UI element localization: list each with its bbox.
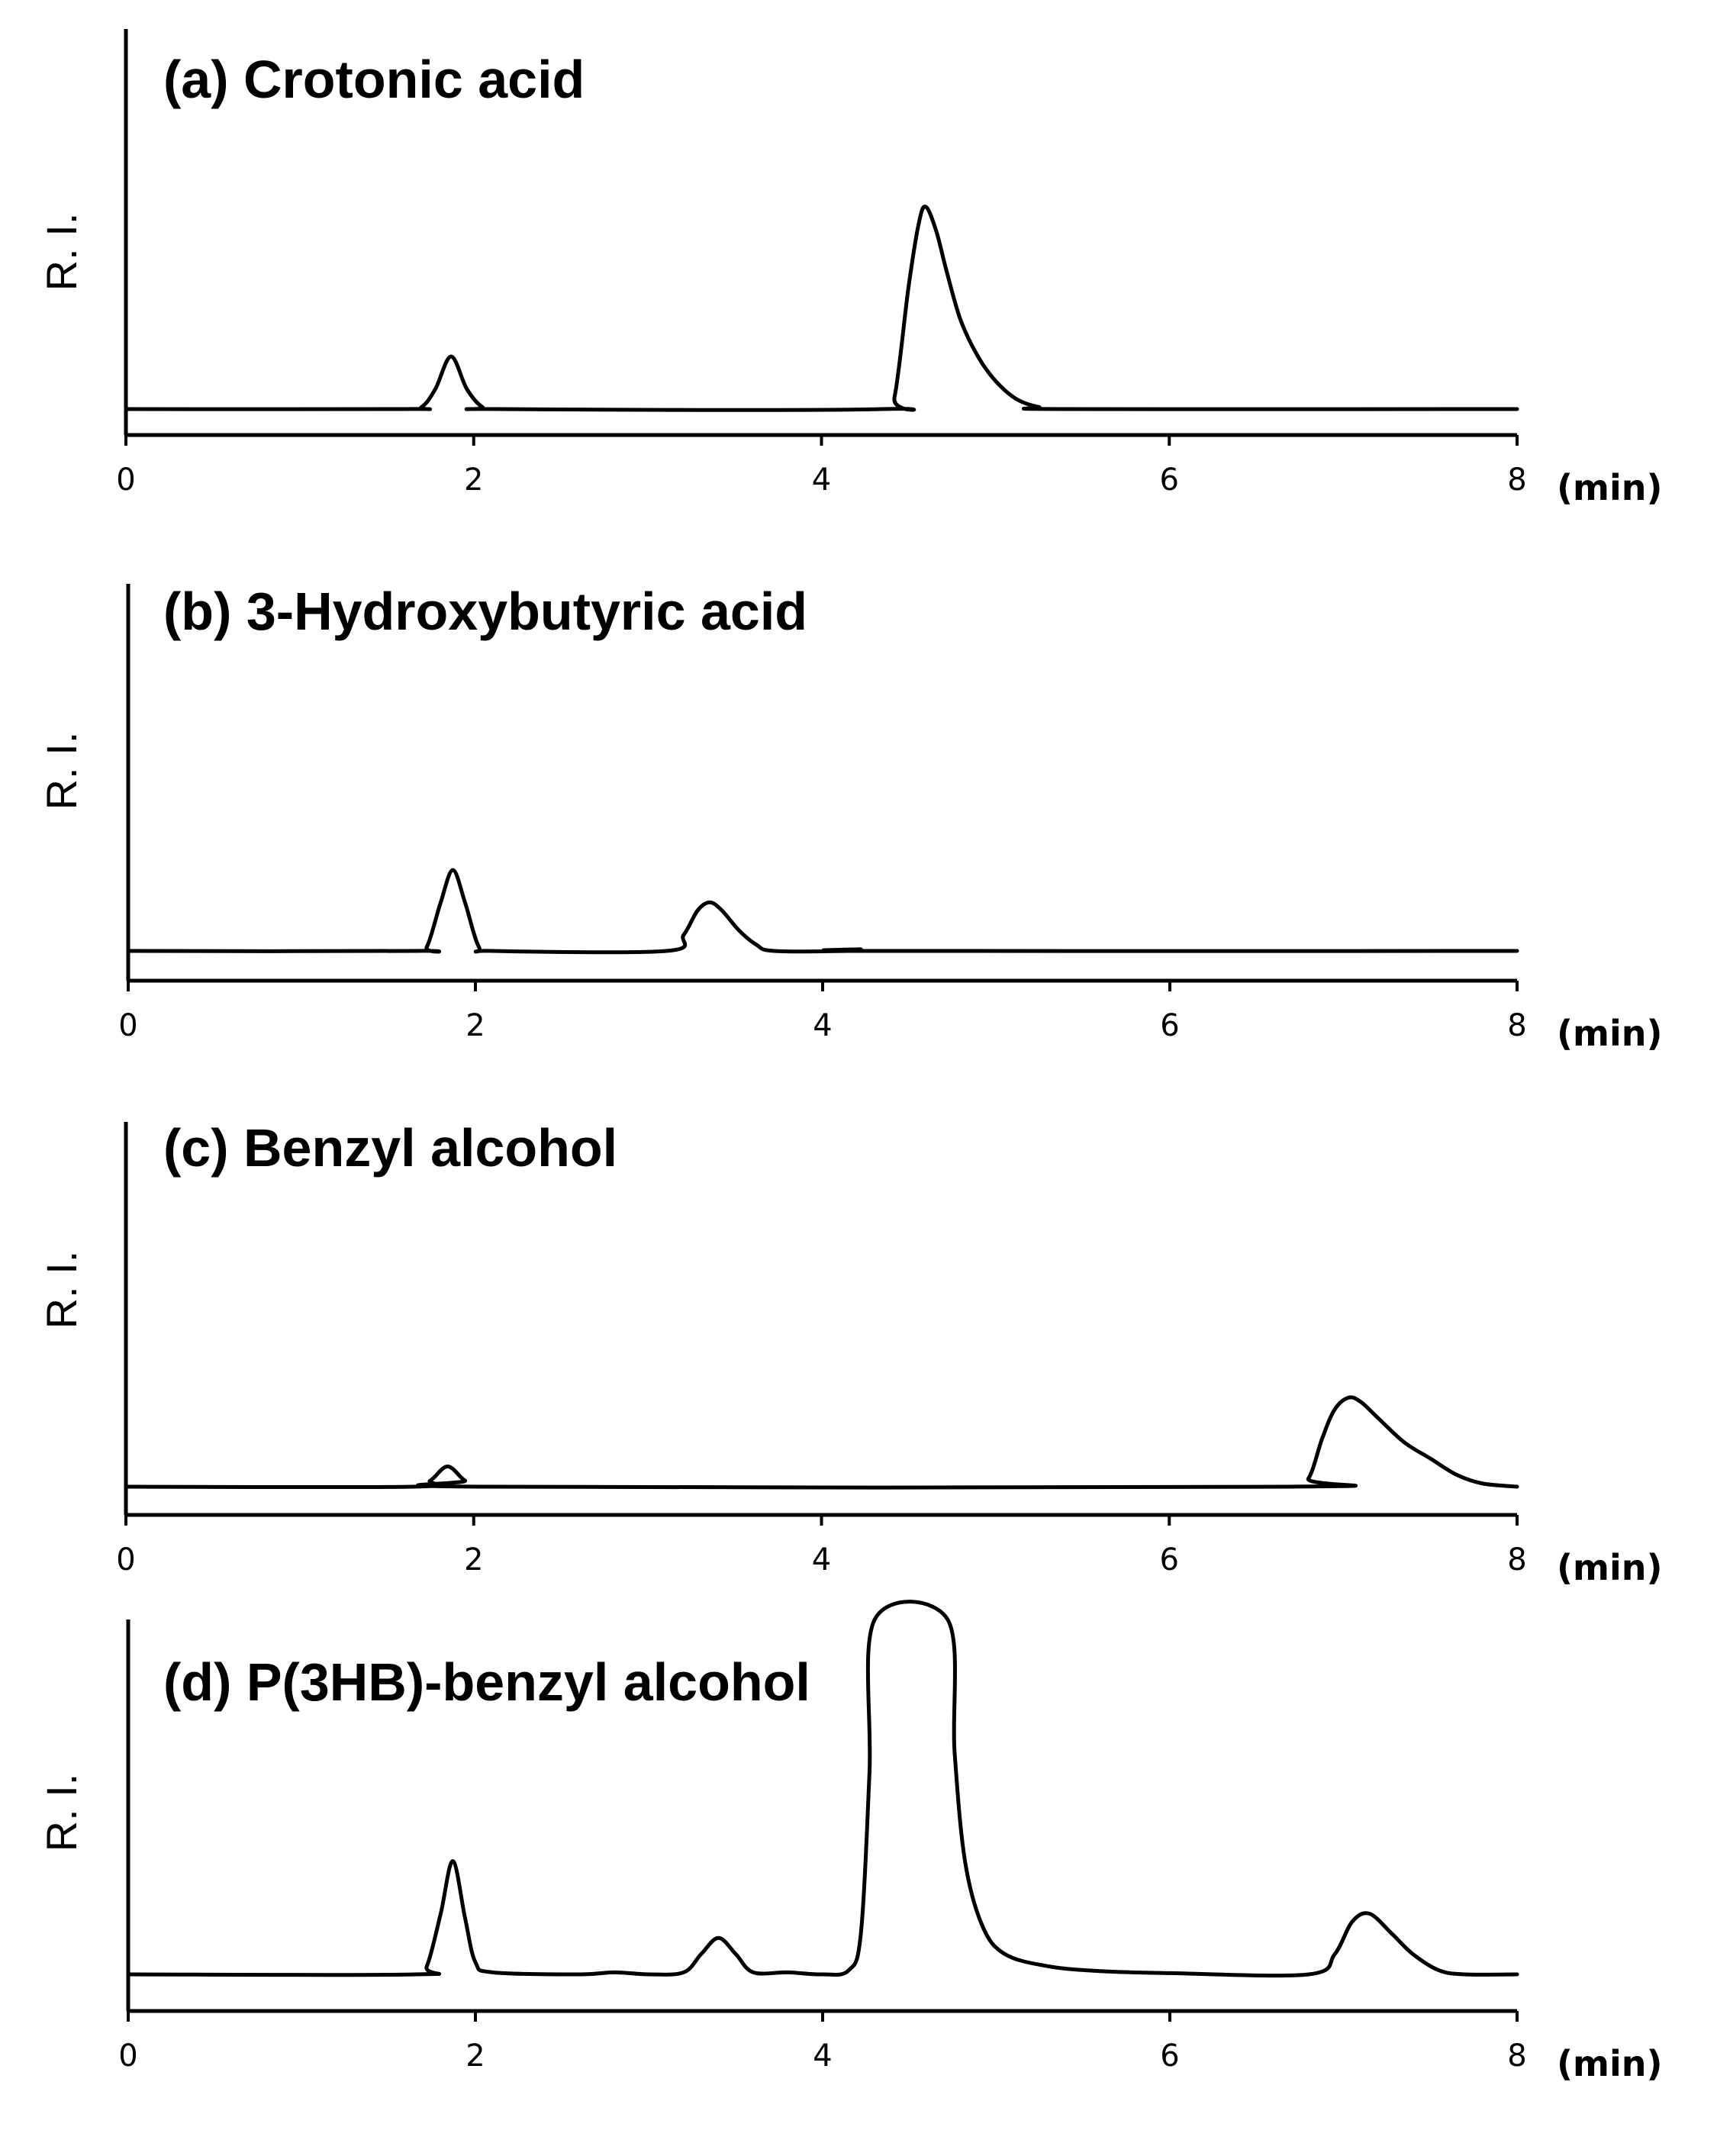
x-tick-label-d-4: 4 (813, 2038, 832, 2074)
x-tick-label-c-0: 0 (116, 1542, 135, 1578)
y-axis-label-d: R. I. (37, 1774, 85, 1852)
x-tick-label-c-4: 4 (812, 1542, 831, 1578)
panel-b: (b) 3-Hydroxybutyric acid R. I. 0 2 4 6 8 (min) (37, 582, 1663, 1054)
x-axis-unit-d: (min) (1557, 2043, 1663, 2084)
x-axis-unit-b: (min) (1557, 1013, 1663, 1054)
x-tick-label-a-0: 0 (116, 462, 135, 498)
x-tick-label-c-6: 6 (1160, 1542, 1179, 1578)
x-tick-label-a-2: 2 (464, 462, 483, 498)
panel-title-d: (d) P(3HB)-benzyl alcohol (163, 1652, 810, 1712)
x-tick-label-d-6: 6 (1160, 2038, 1179, 2074)
x-axis-unit-c: (min) (1557, 1547, 1663, 1588)
x-tick-label-c-2: 2 (464, 1542, 483, 1578)
x-tick-label-a-6: 6 (1160, 462, 1179, 498)
y-axis-label-b: R. I. (37, 732, 85, 811)
x-tick-label-b-4: 4 (813, 1008, 832, 1043)
chromatogram-trace-c (124, 1395, 1519, 1490)
y-axis-label-c: R. I. (37, 1251, 85, 1329)
chromatogram-trace-b (126, 868, 1519, 955)
x-tick-label-b-2: 2 (465, 1008, 485, 1043)
panel-c: (c) Benzyl alcohol R. I. 0 2 4 6 8 (min) (37, 1118, 1663, 1588)
x-tick-label-c-8: 8 (1507, 1542, 1526, 1578)
y-axis-label-a: R. I. (37, 213, 85, 292)
panel-title-b: (b) 3-Hydroxybutyric acid (163, 582, 807, 641)
x-tick-label-b-6: 6 (1160, 1008, 1179, 1043)
x-tick-label-d-2: 2 (465, 2038, 485, 2074)
panel-d: (d) P(3HB)-benzyl alcohol R. I. 0 2 4 6 8 (min) (37, 1600, 1663, 2084)
x-tick-label-a-4: 4 (812, 462, 831, 498)
panel-a: (a) Crotonic acid R. I. 0 2 4 6 8 (min) (37, 29, 1663, 508)
x-tick-label-b-8: 8 (1507, 1008, 1526, 1043)
x-tick-label-a-8: 8 (1507, 462, 1526, 498)
chromatogram-trace-a (124, 205, 1519, 412)
x-tick-label-d-0: 0 (118, 2038, 137, 2074)
panel-title-a: (a) Crotonic acid (163, 50, 585, 109)
panel-title-c: (c) Benzyl alcohol (163, 1118, 617, 1178)
x-axis-unit-a: (min) (1557, 467, 1663, 508)
chromatogram-trace-d (126, 1600, 1519, 1978)
x-tick-label-d-8: 8 (1507, 2038, 1526, 2074)
x-tick-label-b-0: 0 (118, 1008, 137, 1043)
